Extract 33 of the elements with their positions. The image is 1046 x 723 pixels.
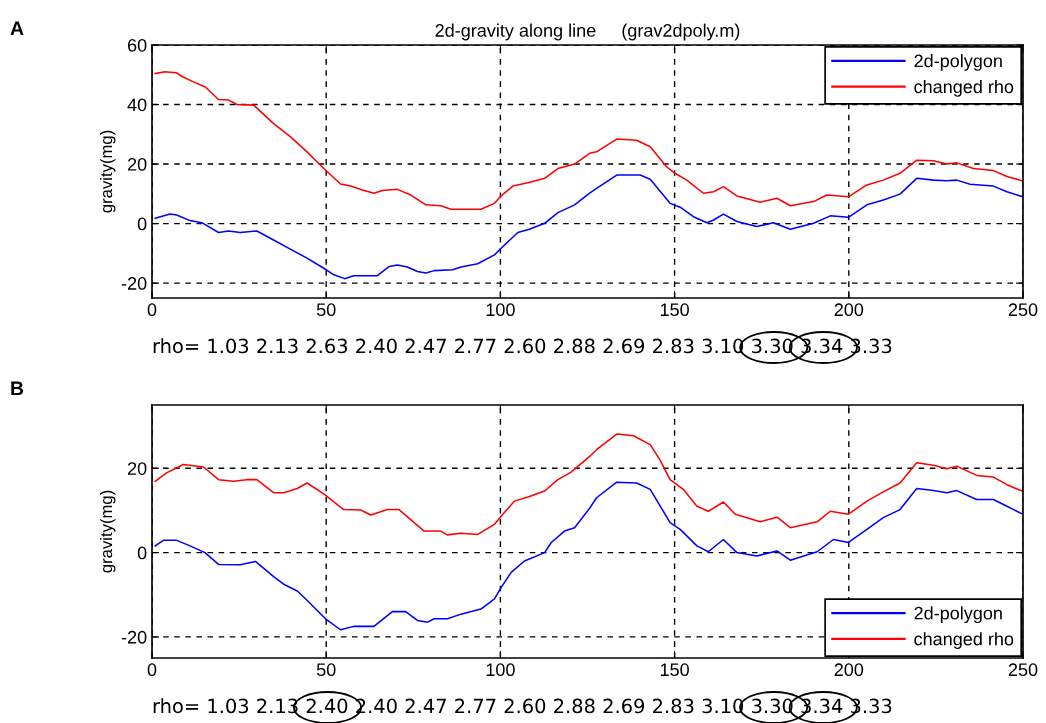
legend-label: 2d-polygon bbox=[914, 606, 1002, 624]
y-axis-title: gravity(mg) bbox=[99, 130, 116, 213]
line-series bbox=[154, 433, 1023, 536]
x-tick-label: 100 bbox=[486, 303, 515, 317]
legend-label: changed rho bbox=[914, 79, 1014, 97]
y-tick-label: -20 bbox=[121, 277, 147, 290]
x-tick-label: 250 bbox=[1008, 303, 1038, 317]
x-tick-label: 250 bbox=[1008, 663, 1038, 677]
line-series bbox=[154, 71, 1023, 211]
chart-title: 2d-gravity along line (grav2dpoly.m) bbox=[435, 23, 740, 41]
y-axis-title: gravity(mg) bbox=[99, 490, 116, 573]
legend-label: 2d-polygon bbox=[914, 54, 1002, 71]
x-tick-label: 100 bbox=[486, 663, 515, 677]
y-tick-label: 60 bbox=[127, 38, 147, 52]
line-series bbox=[154, 481, 1023, 631]
x-tick-label: 50 bbox=[316, 663, 336, 677]
x-tick-label: 150 bbox=[660, 663, 689, 677]
line-series bbox=[154, 174, 1023, 280]
x-tick-label: 0 bbox=[147, 663, 157, 677]
x-tick-label: 0 bbox=[147, 303, 157, 317]
y-tick-label: 40 bbox=[127, 98, 147, 112]
y-tick-label: -20 bbox=[121, 630, 147, 644]
text: B bbox=[11, 381, 24, 395]
text: A bbox=[10, 21, 24, 35]
x-tick-label: 150 bbox=[660, 303, 689, 317]
x-tick-label: 50 bbox=[316, 303, 336, 317]
x-tick-label: 200 bbox=[834, 303, 864, 317]
y-tick-label: 20 bbox=[127, 157, 147, 171]
y-tick-label: 0 bbox=[137, 217, 147, 231]
x-tick-label: 200 bbox=[834, 663, 864, 677]
legend-label: changed rho bbox=[914, 632, 1014, 649]
y-tick-label: 20 bbox=[127, 462, 147, 475]
y-tick-label: 0 bbox=[137, 546, 147, 560]
